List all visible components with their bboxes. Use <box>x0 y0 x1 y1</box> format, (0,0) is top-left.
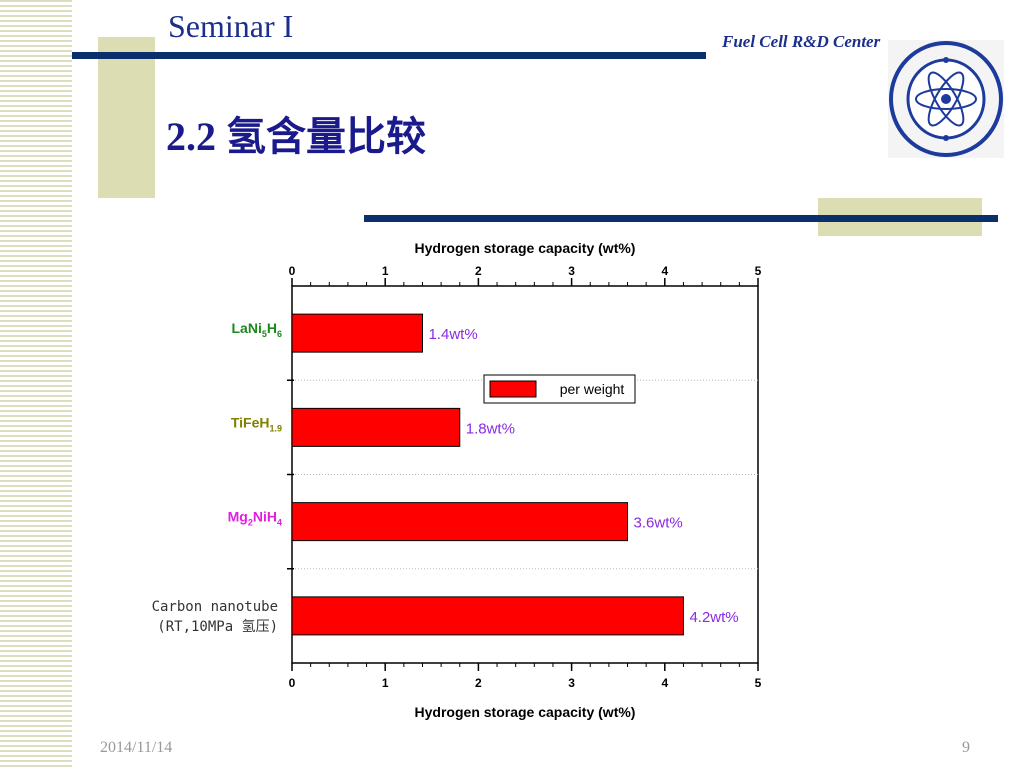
header-rule <box>72 52 706 59</box>
institute-seal-icon <box>888 40 1004 158</box>
data-label: 1.8wt% <box>466 420 515 437</box>
formula-text: NiH <box>253 509 277 525</box>
formula-subscript: 2 <box>248 518 253 528</box>
formula-subscript: 1.9 <box>269 423 282 433</box>
data-label: 4.2wt% <box>689 609 738 626</box>
category-label: Carbon nanotube <box>152 599 278 615</box>
x-tick-label-bottom: 5 <box>755 676 762 690</box>
x-tick-label-top: 4 <box>661 264 668 278</box>
x-tick-label-bottom: 4 <box>661 676 668 690</box>
formula-text: TiFeH <box>231 414 270 430</box>
bar <box>291 407 461 447</box>
x-tick-label-bottom: 3 <box>568 676 575 690</box>
category-label: TiFeH1.9 <box>231 414 282 433</box>
page-number: 9 <box>962 739 970 756</box>
formula-subscript: 6 <box>277 329 282 339</box>
x-tick-label-top: 1 <box>382 264 389 278</box>
x-tick-label-bottom: 0 <box>289 676 296 690</box>
legend-label: per weight <box>560 381 625 397</box>
x-tick-label-top: 5 <box>755 264 762 278</box>
category-label: Mg2NiH4 <box>228 509 282 528</box>
heading-rule <box>364 215 998 222</box>
data-label: 3.6wt% <box>634 515 683 532</box>
x-axis-label: Hydrogen storage capacity (wt%) <box>415 704 636 720</box>
footer-date: 2014/11/14 <box>100 739 173 756</box>
x-tick-label-top: 3 <box>568 264 575 278</box>
x-tick-label-top: 0 <box>289 264 296 278</box>
legend-swatch <box>489 380 537 398</box>
data-label: 1.4wt% <box>428 326 477 343</box>
x-tick-label-top: 2 <box>475 264 482 278</box>
left-stripes <box>0 0 72 768</box>
formula-text: LaNi <box>232 320 262 336</box>
formula-text: H <box>267 320 277 336</box>
slide-title: Seminar I <box>168 8 294 44</box>
formula-text: Mg <box>228 509 248 525</box>
bar <box>291 313 423 353</box>
formula-subscript: 4 <box>277 518 282 528</box>
bar <box>291 502 629 542</box>
category-label: (RT,10MPa 氢压) <box>157 619 278 635</box>
center-name: Fuel Cell R&D Center <box>722 32 881 51</box>
x-tick-label-bottom: 2 <box>475 676 482 690</box>
section-heading: 2.2 氢含量比较 <box>166 114 426 159</box>
formula-subscript: 5 <box>262 329 267 339</box>
legend: per weight <box>483 374 636 404</box>
bar <box>291 596 684 636</box>
tan-accent-block <box>98 37 155 198</box>
x-tick-label-bottom: 1 <box>382 676 389 690</box>
chart-title: Hydrogen storage capacity (wt%) <box>415 240 636 256</box>
category-label: LaNi5H6 <box>232 320 283 339</box>
